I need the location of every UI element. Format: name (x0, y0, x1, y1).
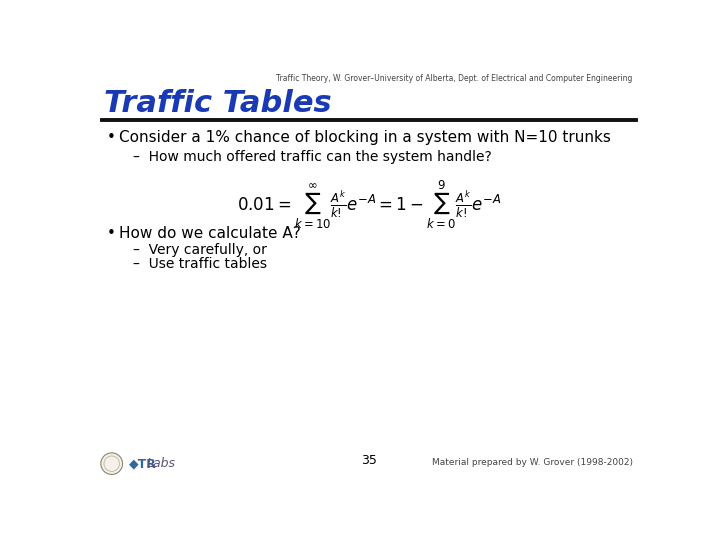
Text: •: • (107, 226, 116, 241)
Text: Traffic Tables: Traffic Tables (104, 90, 332, 118)
Text: $0.01 = \sum_{k=10}^{\infty} \frac{A^k}{k!} e^{-A} = 1 - \sum_{k=0}^{9} \frac{A^: $0.01 = \sum_{k=10}^{\infty} \frac{A^k}{… (237, 179, 501, 231)
Text: Labs: Labs (147, 457, 176, 470)
Text: How do we calculate A?: How do we calculate A? (120, 226, 301, 241)
Text: Material prepared by W. Grover (1998-2002): Material prepared by W. Grover (1998-200… (431, 458, 632, 467)
Text: 35: 35 (361, 454, 377, 467)
Text: •: • (107, 130, 116, 145)
Circle shape (101, 453, 122, 475)
Text: Traffic Theory, W. Grover–University of Alberta, Dept. of Electrical and Compute: Traffic Theory, W. Grover–University of … (276, 74, 632, 83)
Text: –  How much offered traffic can the system handle?: – How much offered traffic can the syste… (132, 150, 491, 164)
Text: –  Use traffic tables: – Use traffic tables (132, 257, 266, 271)
Text: ◆TR: ◆TR (129, 457, 157, 470)
Text: Consider a 1% chance of blocking in a system with N=10 trunks: Consider a 1% chance of blocking in a sy… (120, 130, 611, 145)
Text: –  Very carefully, or: – Very carefully, or (132, 244, 266, 258)
